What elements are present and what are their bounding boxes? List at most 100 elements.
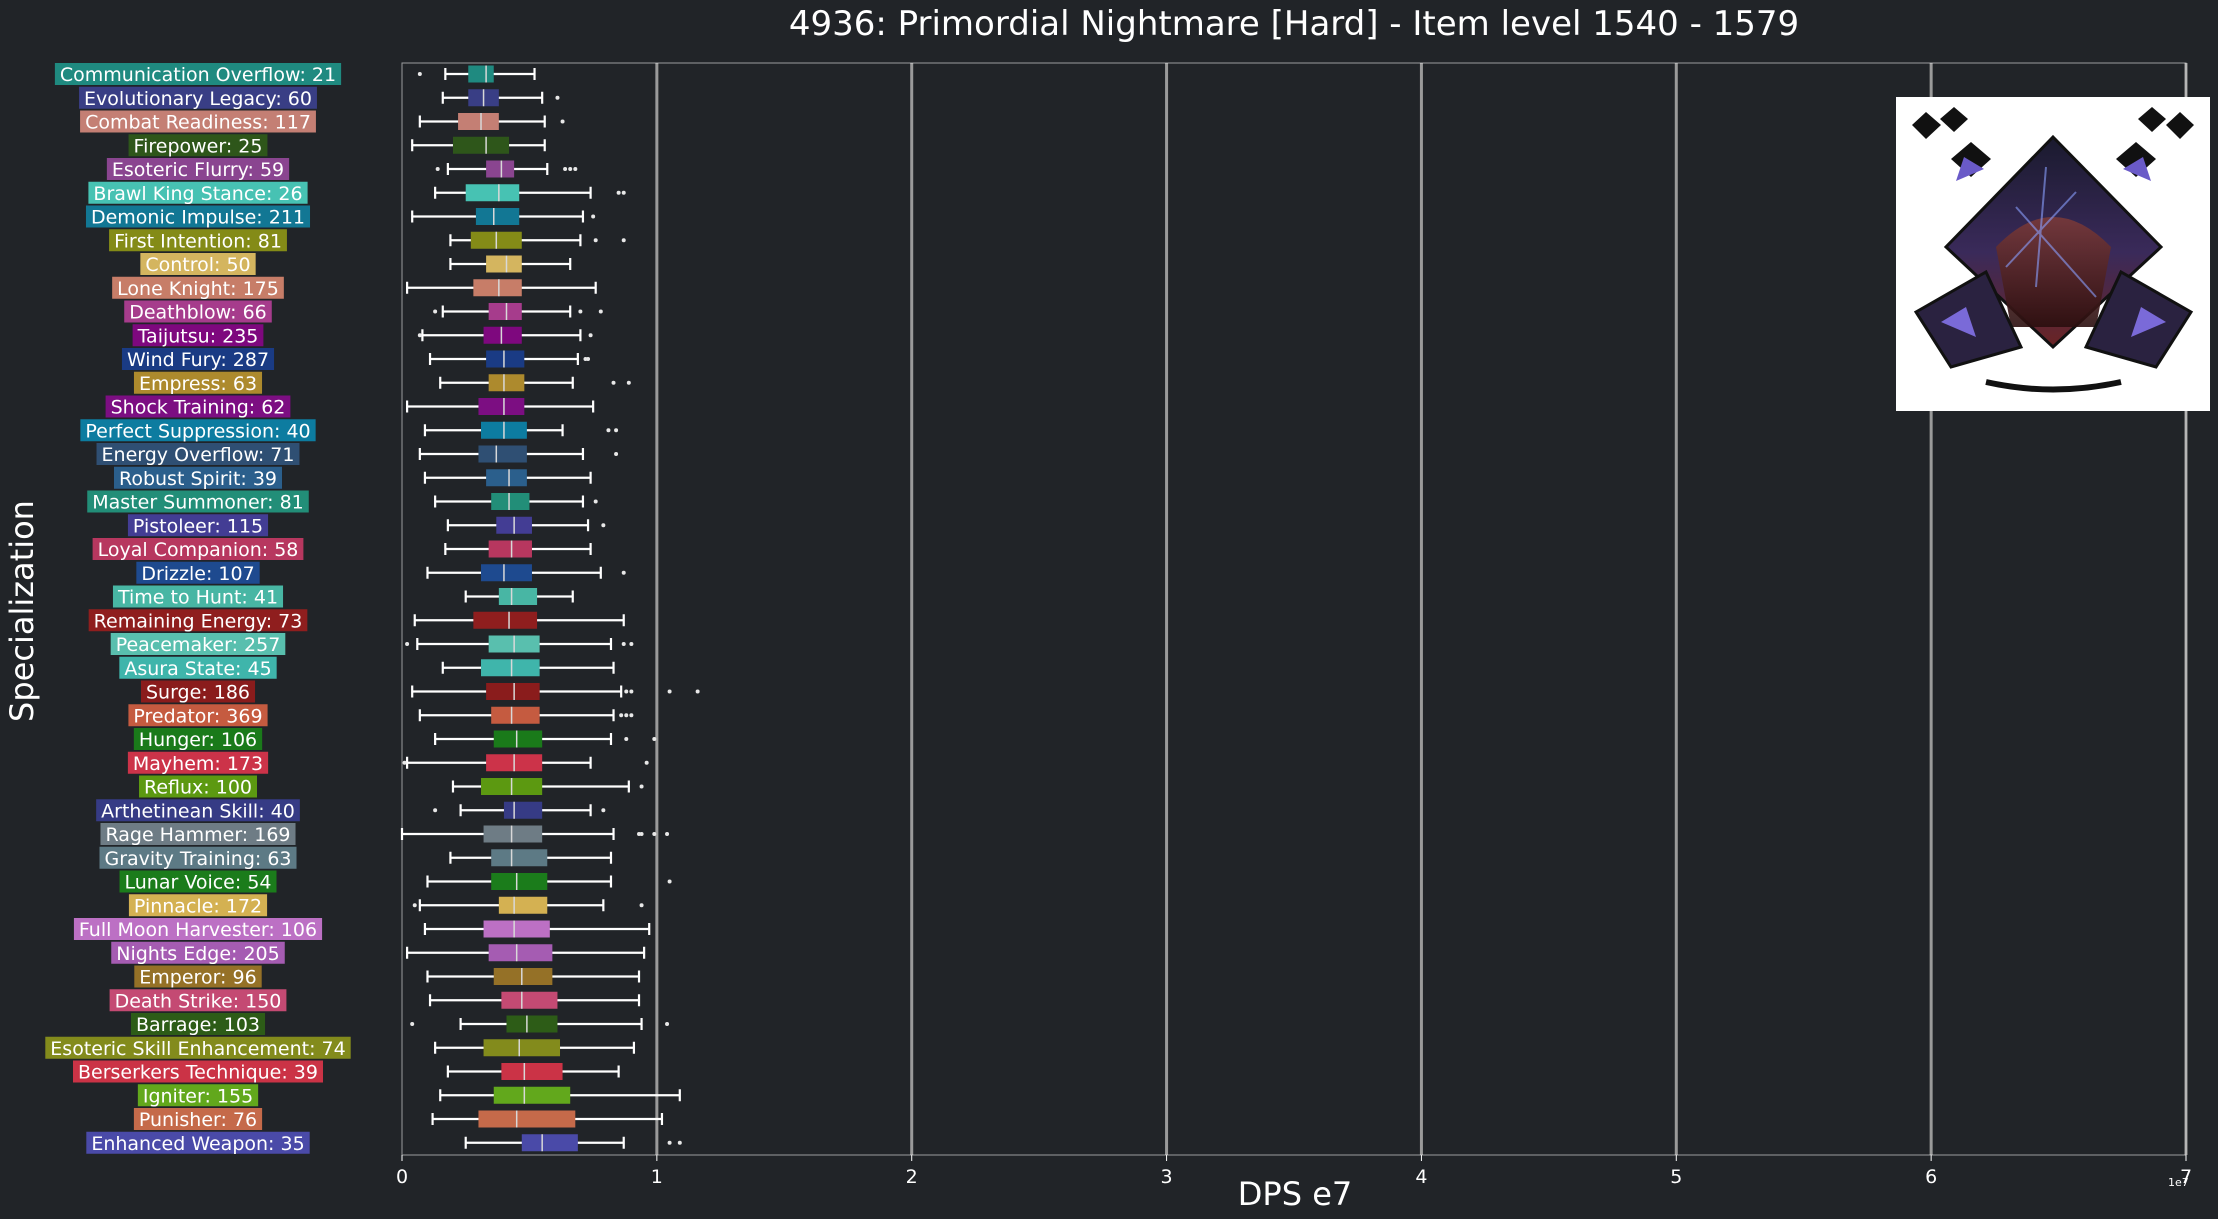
category-label-bg bbox=[45, 1036, 351, 1059]
box-series bbox=[434, 184, 626, 202]
category-label-bg bbox=[112, 585, 284, 608]
iqr-box bbox=[483, 326, 522, 344]
category-label-bg bbox=[73, 1060, 323, 1083]
category-label: Gravity Training: 63 bbox=[99, 846, 297, 870]
category-label-bg bbox=[106, 158, 290, 180]
outlier-point bbox=[639, 832, 644, 836]
category-label-bg bbox=[109, 229, 287, 252]
category-label-text: Asura State: 45 bbox=[124, 658, 271, 680]
category-label-text: Perfect Suppression: 40 bbox=[85, 420, 310, 442]
category-label: Mayhem: 173 bbox=[127, 751, 269, 775]
category-label-text: Esoteric Flurry: 59 bbox=[112, 159, 284, 181]
iqr-box bbox=[503, 801, 543, 819]
category-label-text: Taijutsu: 235 bbox=[137, 325, 259, 347]
iqr-box bbox=[498, 588, 538, 605]
category-label-bg bbox=[79, 86, 317, 109]
box-series bbox=[418, 706, 634, 724]
x-axis-label: DPS e7 bbox=[1237, 1175, 1353, 1213]
box-series bbox=[405, 279, 597, 297]
category-label: Death Strike: 150 bbox=[109, 989, 287, 1012]
category-label: Master Summoner: 81 bbox=[87, 490, 309, 514]
box-series bbox=[434, 730, 657, 748]
outlier-point bbox=[652, 832, 657, 836]
box-series bbox=[411, 208, 596, 225]
box-series bbox=[405, 635, 634, 653]
category-label: Control: 50 bbox=[140, 253, 256, 276]
category-label-bg bbox=[140, 680, 256, 703]
x-tick-label: 0 bbox=[396, 1166, 408, 1188]
outlier-point bbox=[629, 642, 634, 646]
category-label-bg bbox=[132, 324, 264, 347]
box-series bbox=[449, 849, 613, 867]
outlier-point bbox=[563, 167, 568, 171]
category-label-text: Remaining Energy: 73 bbox=[94, 610, 303, 632]
outlier-point bbox=[621, 190, 626, 195]
category-label-bg bbox=[119, 656, 277, 679]
category-label-bg bbox=[130, 1013, 266, 1035]
box-series bbox=[428, 350, 591, 368]
box-series bbox=[411, 136, 546, 154]
box-series bbox=[426, 873, 672, 890]
category-label: Predator: 369 bbox=[128, 704, 268, 727]
box-series bbox=[418, 445, 619, 463]
outlier-point bbox=[629, 713, 634, 718]
outlier-point bbox=[402, 760, 407, 765]
iqr-box bbox=[486, 350, 525, 368]
outlier-point bbox=[652, 737, 657, 741]
iqr-box bbox=[483, 825, 543, 843]
category-label-text: Full Moon Harvester: 106 bbox=[79, 919, 317, 941]
category-label: Rage Hammer: 169 bbox=[100, 823, 296, 846]
x-axis-scale-note: 1e7 bbox=[2168, 1176, 2189, 1189]
iqr-box bbox=[478, 398, 525, 415]
category-label: Full Moon Harvester: 106 bbox=[73, 918, 323, 941]
box-series bbox=[446, 1063, 620, 1080]
category-label: Emperor: 96 bbox=[134, 965, 262, 989]
box-series bbox=[423, 469, 592, 487]
box-series bbox=[418, 113, 565, 130]
iqr-box bbox=[481, 659, 540, 677]
box-series bbox=[412, 896, 644, 914]
category-label-text: Demonic Impulse: 211 bbox=[91, 207, 305, 229]
box-series bbox=[433, 801, 606, 819]
category-label-text: Barrage: 103 bbox=[136, 1014, 260, 1036]
category-label: Enhanced Weapon: 35 bbox=[86, 1131, 310, 1155]
outlier-point bbox=[593, 499, 598, 504]
iqr-box bbox=[486, 160, 515, 178]
category-label-bg bbox=[137, 1084, 259, 1107]
category-label-text: Time to Hunt: 41 bbox=[117, 587, 278, 609]
category-label-bg bbox=[88, 609, 308, 632]
category-label-bg bbox=[136, 561, 260, 584]
category-label-text: Empress: 63 bbox=[139, 373, 257, 395]
category-label: Drizzle: 107 bbox=[136, 561, 260, 585]
iqr-box bbox=[483, 920, 550, 938]
iqr-box bbox=[486, 683, 540, 700]
category-label: Lone Knight: 175 bbox=[112, 276, 284, 300]
category-label-text: Arthetinean Skill: 40 bbox=[101, 800, 295, 822]
x-tick-label: 6 bbox=[1925, 1166, 1937, 1188]
category-label-text: Peacemaker: 257 bbox=[116, 634, 281, 656]
outlier-point bbox=[629, 689, 634, 694]
category-label-text: Robust Spirit: 39 bbox=[119, 468, 277, 490]
iqr-box bbox=[491, 493, 530, 510]
box-series bbox=[434, 1039, 636, 1057]
box-series bbox=[431, 1110, 664, 1128]
category-label: Shock Training: 62 bbox=[105, 395, 291, 419]
box-series bbox=[435, 160, 578, 178]
outlier-point bbox=[621, 570, 626, 575]
category-label-bg bbox=[92, 538, 304, 560]
box-series bbox=[405, 398, 595, 415]
outlier-point bbox=[665, 1022, 670, 1026]
category-label-bg bbox=[127, 514, 269, 537]
box-series bbox=[423, 421, 619, 439]
category-label: Communication Overflow: 21 bbox=[54, 63, 342, 86]
category-label: Asura State: 45 bbox=[119, 656, 277, 680]
outlier-point bbox=[555, 95, 560, 100]
category-label-bg bbox=[80, 110, 316, 133]
category-label-text: Communication Overflow: 21 bbox=[60, 64, 336, 86]
box-series bbox=[444, 540, 592, 558]
box-series bbox=[410, 1015, 670, 1033]
category-label-text: Shock Training: 62 bbox=[111, 397, 286, 419]
category-label-bg bbox=[96, 799, 300, 822]
outlier-point bbox=[405, 642, 410, 646]
